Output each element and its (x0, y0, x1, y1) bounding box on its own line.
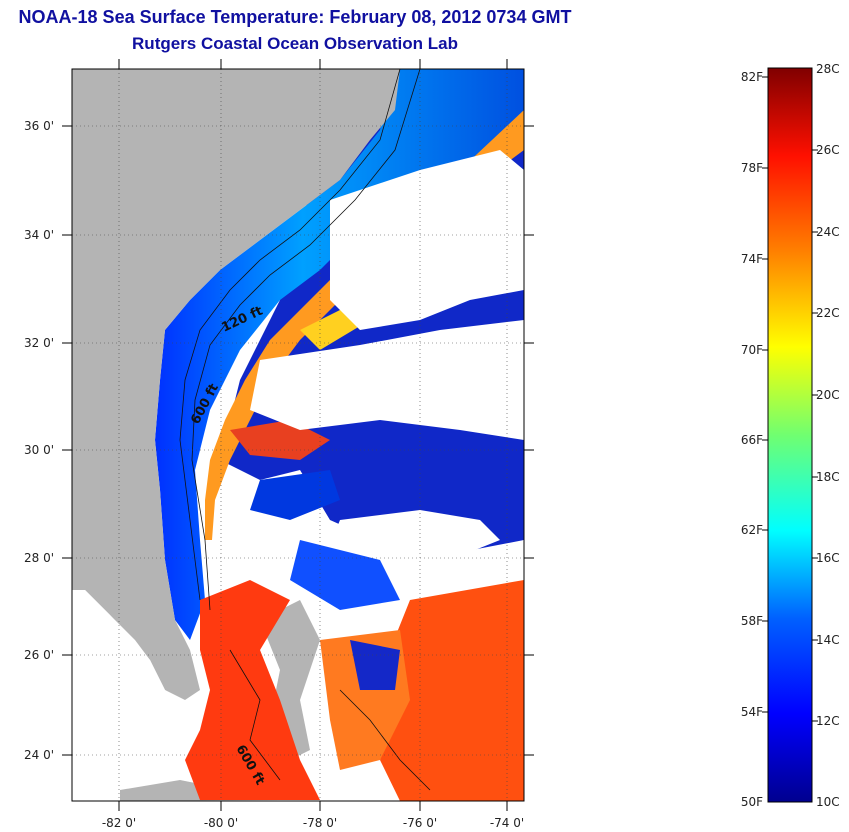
lon-tick-label: -82 0' (102, 816, 136, 830)
colorbar-c-label: 12C (816, 714, 840, 728)
lon-tick-label: -80 0' (204, 816, 238, 830)
colorbar-f-label: 70F (741, 343, 763, 357)
colorbar (767, 67, 813, 803)
frame-ticks (62, 59, 534, 811)
contour-line (179, 69, 401, 601)
map-subtitle: Rutgers Coastal Ocean Observation Lab (132, 34, 458, 53)
graticule (72, 69, 524, 801)
colorbar-f-label: 82F (741, 70, 763, 84)
shelf-water (155, 69, 524, 640)
cloud-patch (250, 320, 524, 440)
contour-line (191, 69, 421, 611)
lat-tick-label: 34 0' (24, 228, 54, 242)
lon-tick-label: -74 0' (490, 816, 524, 830)
colorbar-ticks (762, 76, 818, 722)
sst-map (72, 69, 524, 801)
cloud-patch (330, 510, 500, 560)
colorbar-c-label: 14C (816, 633, 840, 647)
map-frame (71, 68, 525, 802)
colorbar-f-label: 66F (741, 433, 763, 447)
cold-patch (290, 540, 400, 610)
colorbar-c-label: 28C (816, 62, 840, 76)
lat-tick-label: 26 0' (24, 648, 54, 662)
colorbar-f-label: 78F (741, 161, 763, 175)
gulf-no-data (72, 590, 200, 790)
lon-tick-label: -76 0' (403, 816, 437, 830)
colorbar-f-label: 50F (741, 795, 763, 809)
map-title: NOAA-18 Sea Surface Temperature: Februar… (18, 7, 572, 27)
lat-tick-label: 32 0' (24, 336, 54, 350)
colorbar-f-label: 58F (741, 614, 763, 628)
lat-tick-label: 36 0' (24, 119, 54, 133)
colorbar-c-label: 26C (816, 143, 840, 157)
lat-tick-label: 28 0' (24, 551, 54, 565)
contour-line (229, 649, 281, 781)
colorbar-c-label: 24C (816, 225, 840, 239)
cloud-patch (330, 150, 524, 330)
warm-southern-water (380, 580, 524, 801)
lat-tick-label: 24 0' (24, 748, 54, 762)
colorbar-c-label: 16C (816, 551, 840, 565)
colorbar-f-label: 74F (741, 252, 763, 266)
florida-land (72, 69, 400, 700)
colorbar-c-label: 22C (816, 306, 840, 320)
warm-southern-water (185, 580, 320, 800)
colorbar-c-label: 18C (816, 470, 840, 484)
lat-tick-label: 30 0' (24, 443, 54, 457)
cold-patch (350, 640, 400, 690)
lon-tick-label: -78 0' (303, 816, 337, 830)
colorbar-c-label: 10C (816, 795, 840, 809)
colorbar-c-label: 20C (816, 388, 840, 402)
colorbar-f-label: 54F (741, 705, 763, 719)
colorbar-f-label: 62F (741, 523, 763, 537)
contour-line (339, 689, 431, 791)
cold-patch (250, 470, 340, 520)
